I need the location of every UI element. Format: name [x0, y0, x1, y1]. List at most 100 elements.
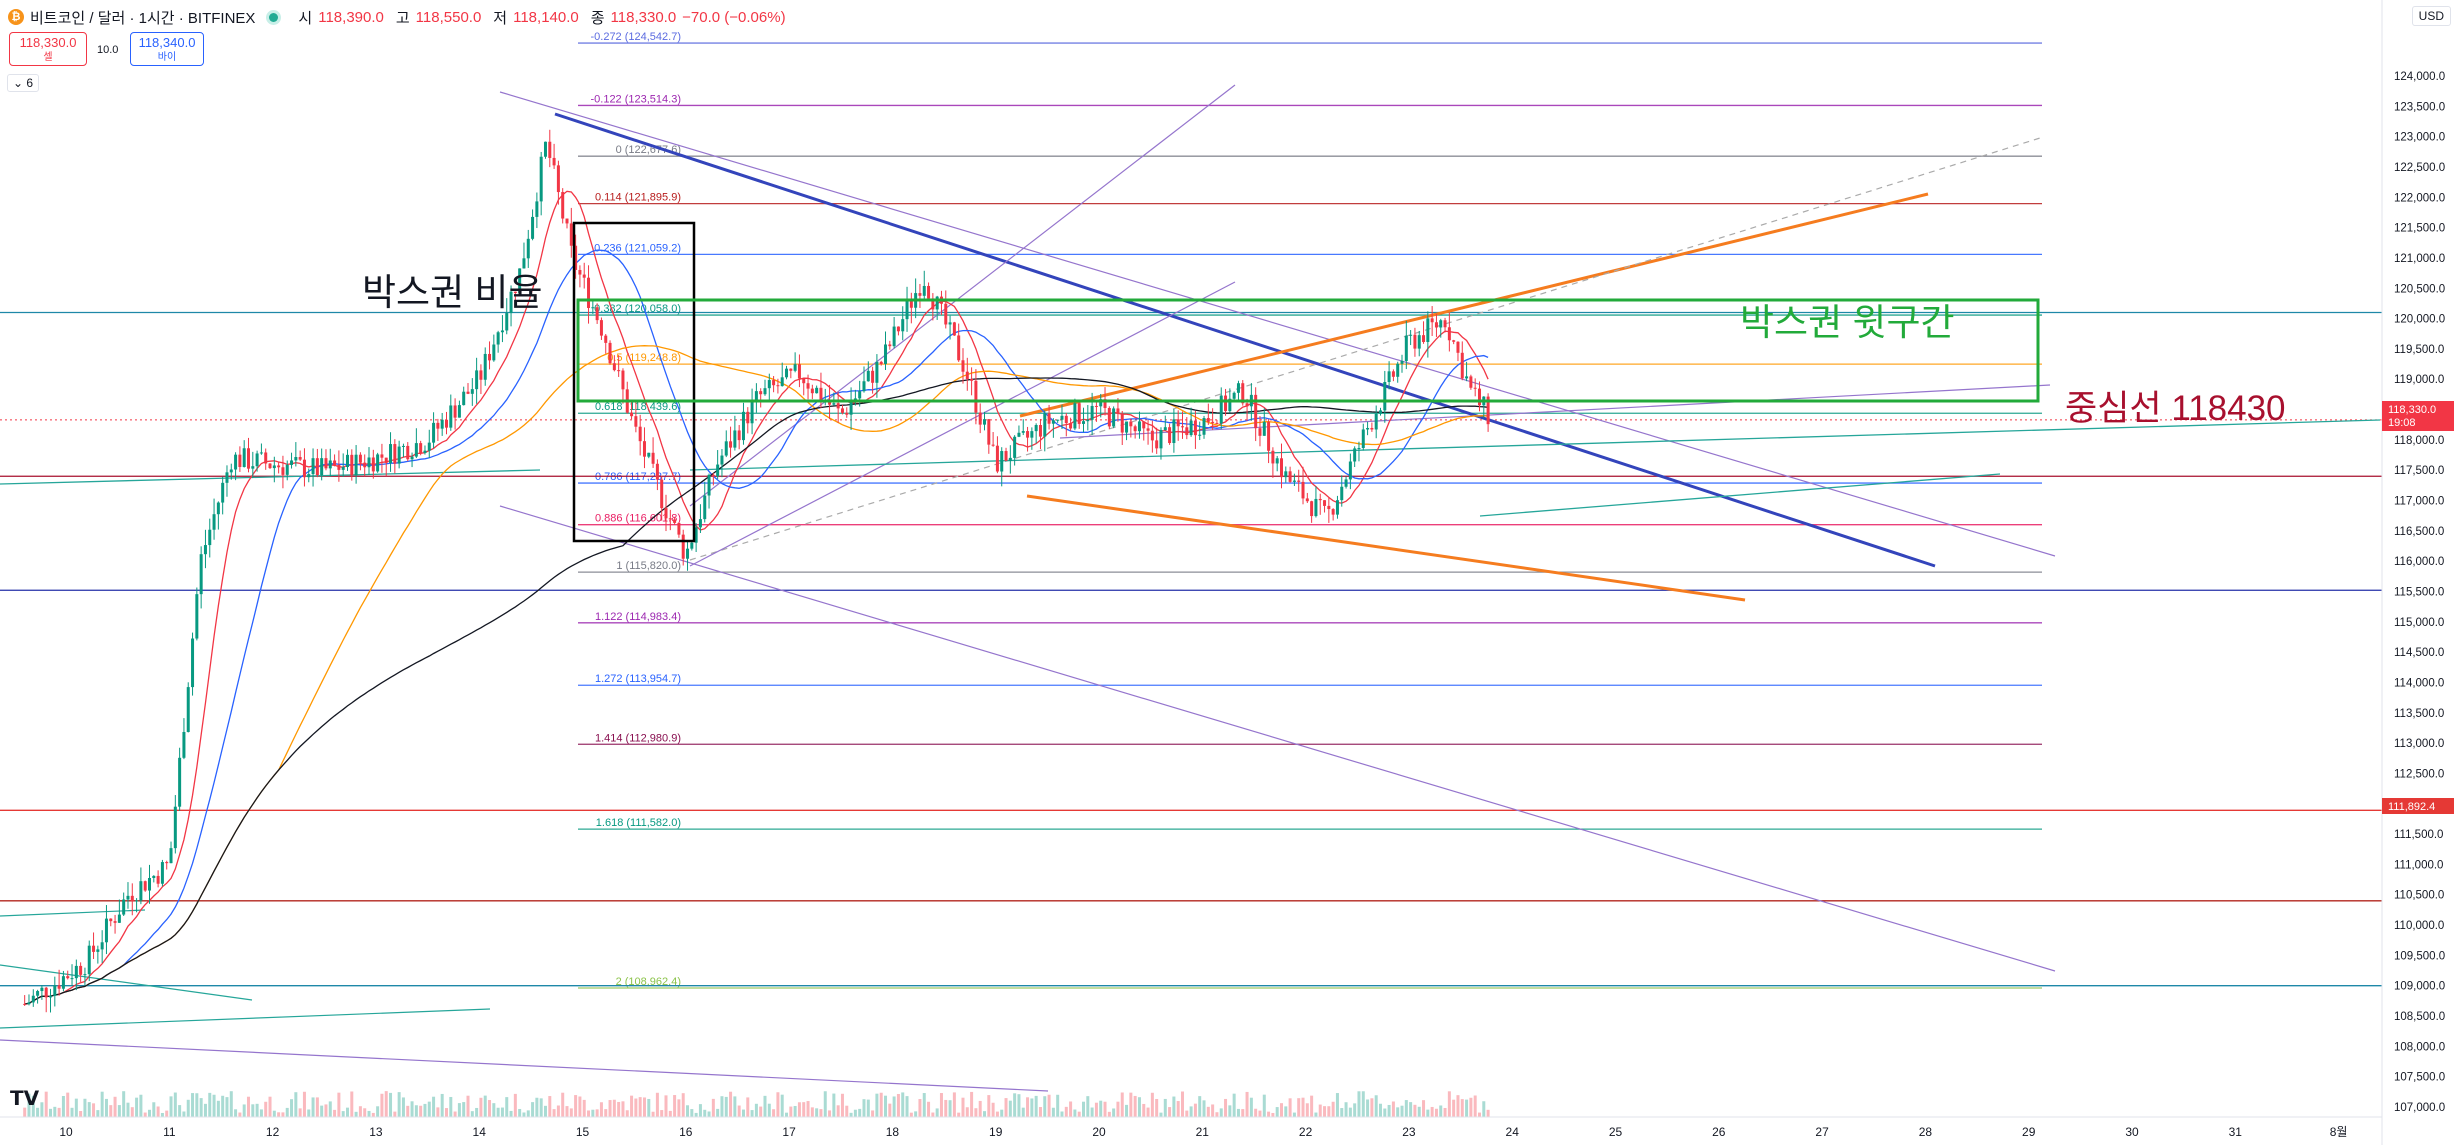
volume-bar [1107, 1111, 1111, 1117]
candle-body [178, 757, 182, 807]
volume-bar [1443, 1107, 1447, 1117]
candle-body [277, 465, 281, 468]
candle-body [234, 454, 238, 470]
candle-body [57, 985, 61, 989]
candle-body [509, 291, 513, 314]
y-tick-label: 117,000.0 [2394, 496, 2444, 508]
purple-rising-line [689, 84, 1236, 507]
y-tick-label: 117,500.0 [2394, 465, 2444, 477]
candle-body [475, 370, 479, 390]
candle-body [1456, 341, 1460, 353]
volume-bar [914, 1111, 918, 1117]
y-tick-label: 115,000.0 [2394, 617, 2444, 629]
volume-bar [1047, 1094, 1051, 1117]
volume-bar [1116, 1101, 1120, 1117]
candle-body [1077, 403, 1081, 424]
candle-body [574, 245, 578, 270]
buy-button[interactable]: 118,340.0 바이 [130, 32, 204, 66]
x-tick-label: 22 [1299, 1125, 1313, 1139]
candle-body [488, 353, 492, 361]
candle-body [866, 370, 870, 382]
candle-body [548, 141, 552, 158]
volume-bar [815, 1108, 819, 1117]
volume-bar [1056, 1094, 1060, 1117]
candle-body [1026, 431, 1030, 438]
indicators-toggle[interactable]: ⌄ 6 [7, 74, 40, 92]
fib-level-label: 0.886 (116,601.8) [595, 513, 681, 525]
candle-body [944, 303, 948, 325]
candle-body [599, 320, 603, 336]
candle-body [1120, 413, 1124, 433]
x-tick-label: 26 [1712, 1125, 1726, 1139]
volume-bar [634, 1098, 638, 1117]
ma-slow-line [24, 377, 1489, 1005]
sell-button[interactable]: 118,330.0 셀 [9, 32, 87, 66]
volume-bar [871, 1110, 875, 1117]
volume-bar [341, 1111, 345, 1117]
fib-level-label: 0.382 (120,058.0) [594, 303, 681, 315]
volume-bar [608, 1100, 612, 1117]
candle-body [1146, 428, 1150, 431]
volume-bar [242, 1104, 246, 1117]
candle-body [1430, 318, 1434, 323]
fib-level-label: 0.114 (121,895.9) [595, 192, 681, 204]
volume-bar [1378, 1103, 1382, 1117]
candle-body [991, 444, 995, 446]
candle-body [1447, 327, 1451, 341]
candle-body [350, 454, 354, 476]
volume-bar [148, 1109, 152, 1117]
volume-bar [462, 1102, 466, 1117]
volume-bar [1486, 1109, 1490, 1117]
candle-body [1034, 425, 1038, 432]
volume-bar [802, 1102, 806, 1117]
volume-bar [1314, 1112, 1318, 1117]
candle-body [406, 445, 410, 460]
volume-bar [117, 1105, 121, 1117]
candle-body [143, 881, 147, 891]
symbol-title[interactable]: 비트코인 / 달러 · 1시간 · BITFINEX [30, 9, 256, 27]
volume-bar [1094, 1102, 1098, 1117]
buy-price: 118,340.0 [138, 35, 196, 50]
candle-body [974, 380, 978, 413]
candle-body [79, 965, 83, 975]
spread-value: 10.0 [97, 44, 119, 56]
volume-bar [328, 1101, 332, 1117]
sell-price: 118,330.0 [19, 35, 77, 50]
candle-body [888, 344, 892, 347]
candle-body [879, 361, 883, 364]
y-tick-label: 109,000.0 [2394, 981, 2445, 993]
y-tick-label: 121,500.0 [2394, 223, 2445, 235]
candle-body [789, 368, 793, 371]
candle-body [483, 353, 487, 380]
candle-body [793, 364, 797, 371]
volume-bar [401, 1097, 405, 1117]
volume-bar [1086, 1096, 1090, 1117]
y-tick-label: 122,000.0 [2394, 192, 2445, 204]
x-tick-label: 24 [1506, 1125, 1520, 1139]
candle-body [729, 441, 733, 448]
candle-body [492, 344, 496, 361]
volume-bar [1370, 1098, 1374, 1117]
candle-body [965, 371, 969, 380]
candle-body [165, 862, 169, 864]
candle-body [1137, 421, 1141, 432]
candle-body [337, 464, 341, 470]
candle-body [1292, 480, 1296, 482]
candle-body [1163, 427, 1167, 431]
y-tick-label: 124,000.0 [2394, 71, 2445, 83]
volume-bar [927, 1101, 931, 1117]
volume-bar [195, 1093, 199, 1117]
volume-bar [1353, 1103, 1357, 1117]
currency-selector[interactable]: USD [2411, 6, 2451, 26]
candle-body [1254, 394, 1258, 429]
candle-body [1370, 427, 1374, 430]
fib-level-label: 0.236 (121,059.2) [594, 242, 681, 254]
green-lower-trend-line [1479, 473, 2001, 517]
y-tick-label: 113,500.0 [2394, 708, 2444, 720]
candle-body [1413, 334, 1417, 349]
candle-body [169, 848, 173, 864]
x-tick-label: 20 [1092, 1125, 1106, 1139]
candle-body [212, 514, 216, 530]
volume-bar [483, 1095, 487, 1117]
